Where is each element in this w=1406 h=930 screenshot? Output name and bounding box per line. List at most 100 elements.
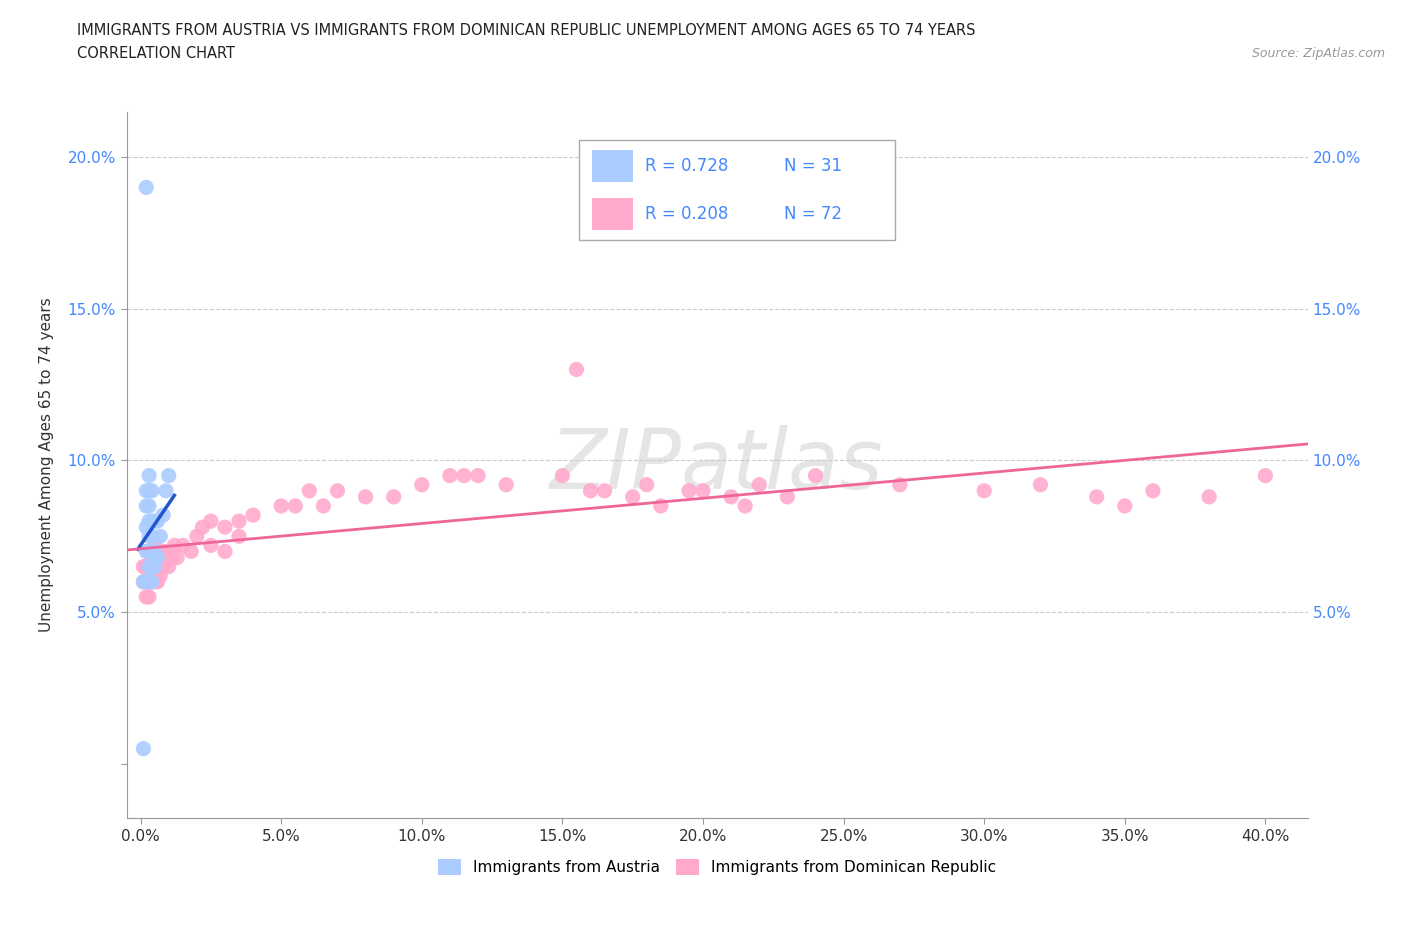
Point — [200, 538, 222, 552]
Point — [138, 513, 160, 528]
Point — [138, 559, 160, 574]
Point — [1198, 489, 1220, 504]
Text: ZIPatlas: ZIPatlas — [550, 424, 884, 506]
Point — [141, 544, 163, 559]
Point — [160, 550, 183, 565]
Point — [135, 559, 157, 574]
Point — [141, 529, 163, 544]
Point — [720, 489, 742, 504]
Point — [678, 484, 700, 498]
Point — [155, 484, 177, 498]
Point — [146, 513, 169, 528]
Point — [135, 590, 157, 604]
Bar — [592, 198, 633, 231]
Text: R = 0.728: R = 0.728 — [645, 157, 728, 176]
Point — [138, 590, 160, 604]
Point — [138, 498, 160, 513]
Point — [326, 484, 349, 498]
Text: R = 0.208: R = 0.208 — [645, 206, 728, 223]
Point — [149, 550, 172, 565]
Text: CORRELATION CHART: CORRELATION CHART — [77, 46, 235, 61]
Point — [132, 559, 155, 574]
Point — [228, 529, 250, 544]
Point — [135, 520, 157, 535]
Legend: Immigrants from Austria, Immigrants from Dominican Republic: Immigrants from Austria, Immigrants from… — [432, 853, 1002, 882]
Point — [157, 468, 180, 483]
Point — [141, 544, 163, 559]
Point — [650, 498, 672, 513]
Point — [135, 575, 157, 590]
Point — [1114, 498, 1136, 513]
Point — [135, 180, 157, 195]
Point — [143, 538, 166, 552]
Point — [143, 559, 166, 574]
Point — [157, 559, 180, 574]
Point — [1142, 484, 1164, 498]
Point — [138, 544, 160, 559]
Point — [141, 575, 163, 590]
Text: IMMIGRANTS FROM AUSTRIA VS IMMIGRANTS FROM DOMINICAN REPUBLIC UNEMPLOYMENT AMONG: IMMIGRANTS FROM AUSTRIA VS IMMIGRANTS FR… — [77, 23, 976, 38]
Point — [143, 513, 166, 528]
Point — [579, 484, 602, 498]
Y-axis label: Unemployment Among Ages 65 to 74 years: Unemployment Among Ages 65 to 74 years — [39, 298, 53, 632]
Point — [636, 477, 658, 492]
Point — [551, 468, 574, 483]
Point — [495, 477, 517, 492]
Point — [163, 538, 186, 552]
Point — [146, 550, 169, 565]
Point — [138, 468, 160, 483]
Point — [152, 559, 174, 574]
Point — [467, 468, 489, 483]
Point — [734, 498, 756, 513]
Point — [180, 544, 202, 559]
Point — [270, 498, 292, 513]
Point — [621, 489, 644, 504]
Point — [138, 575, 160, 590]
Point — [593, 484, 616, 498]
Point — [382, 489, 405, 504]
Point — [172, 538, 194, 552]
Point — [132, 575, 155, 590]
Point — [242, 508, 264, 523]
Point — [1085, 489, 1108, 504]
Point — [228, 513, 250, 528]
Point — [135, 575, 157, 590]
Point — [135, 484, 157, 498]
Point — [692, 484, 714, 498]
Point — [141, 484, 163, 498]
Point — [1029, 477, 1052, 492]
Point — [132, 575, 155, 590]
Point — [298, 484, 321, 498]
Point — [214, 520, 236, 535]
Point — [157, 544, 180, 559]
Point — [132, 741, 155, 756]
Point — [149, 529, 172, 544]
Point — [1254, 468, 1277, 483]
Point — [439, 468, 461, 483]
Point — [200, 513, 222, 528]
Point — [152, 508, 174, 523]
Text: N = 72: N = 72 — [785, 206, 842, 223]
Point — [143, 559, 166, 574]
Point — [146, 559, 169, 574]
Point — [135, 544, 157, 559]
Point — [453, 468, 475, 483]
Point — [138, 529, 160, 544]
Point — [141, 559, 163, 574]
Point — [354, 489, 377, 504]
Point — [748, 477, 770, 492]
Point — [191, 520, 214, 535]
Point — [973, 484, 995, 498]
Point — [138, 484, 160, 498]
Point — [284, 498, 307, 513]
Point — [776, 489, 799, 504]
Point — [804, 468, 827, 483]
Point — [889, 477, 911, 492]
Point — [411, 477, 433, 492]
Point — [143, 544, 166, 559]
Point — [138, 559, 160, 574]
Text: Source: ZipAtlas.com: Source: ZipAtlas.com — [1251, 46, 1385, 60]
Point — [312, 498, 335, 513]
Point — [152, 544, 174, 559]
Point — [146, 575, 169, 590]
